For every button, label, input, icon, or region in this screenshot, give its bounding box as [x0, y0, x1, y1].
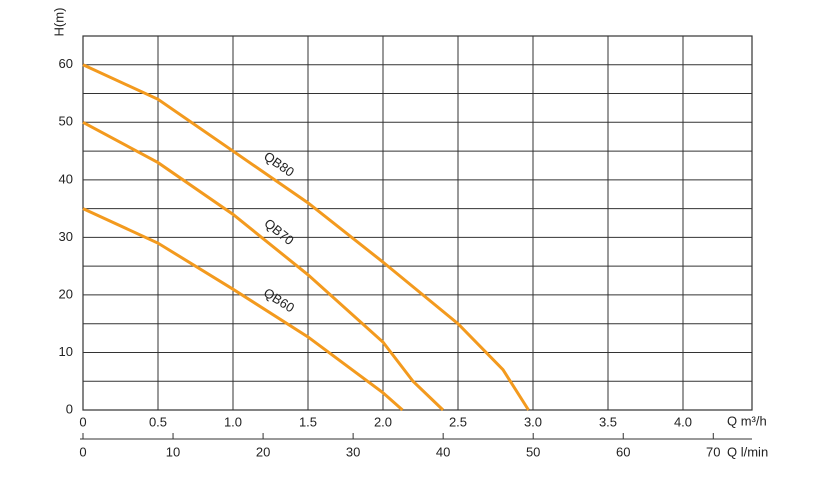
- y-tick-label: 30: [59, 229, 73, 244]
- x2-tick-label: 0: [79, 444, 86, 459]
- y-tick-label: 20: [59, 286, 73, 301]
- x-tick-label: 4.0: [674, 414, 692, 429]
- x2-tick-label: 40: [436, 444, 450, 459]
- curve: [82, 207, 404, 412]
- y-axis-label: H(m): [51, 8, 66, 37]
- y-tick-label: 0: [66, 401, 73, 416]
- x-tick-label: 3.5: [599, 414, 617, 429]
- x2-tick-label: 70: [706, 444, 720, 459]
- plot-frame: [82, 35, 753, 411]
- x-tick-label: 2.0: [374, 414, 392, 429]
- curve: [82, 120, 445, 412]
- y-tick-label: 40: [59, 171, 73, 186]
- x-tick-label: 1.0: [224, 414, 242, 429]
- x2-tick-label: 30: [346, 444, 360, 459]
- x-tick-label: 2.5: [449, 414, 467, 429]
- x2-axis-label: Q l/min: [727, 444, 768, 459]
- x-tick-label: 1.5: [299, 414, 317, 429]
- x-axis-label: Q m³/h: [727, 413, 767, 428]
- y-tick-label: 50: [59, 114, 73, 129]
- y-tick-label: 10: [59, 344, 73, 359]
- y-tick-label: 60: [59, 56, 73, 71]
- x2-tick-label: 60: [616, 444, 630, 459]
- x2-tick-label: 20: [256, 444, 270, 459]
- x-tick-label: 0.5: [149, 414, 167, 429]
- x2-tick-label: 50: [526, 444, 540, 459]
- x2-tick-label: 10: [166, 444, 180, 459]
- x-tick-label: 0: [79, 414, 86, 429]
- curve: [82, 63, 530, 411]
- x-tick-label: 3.0: [524, 414, 542, 429]
